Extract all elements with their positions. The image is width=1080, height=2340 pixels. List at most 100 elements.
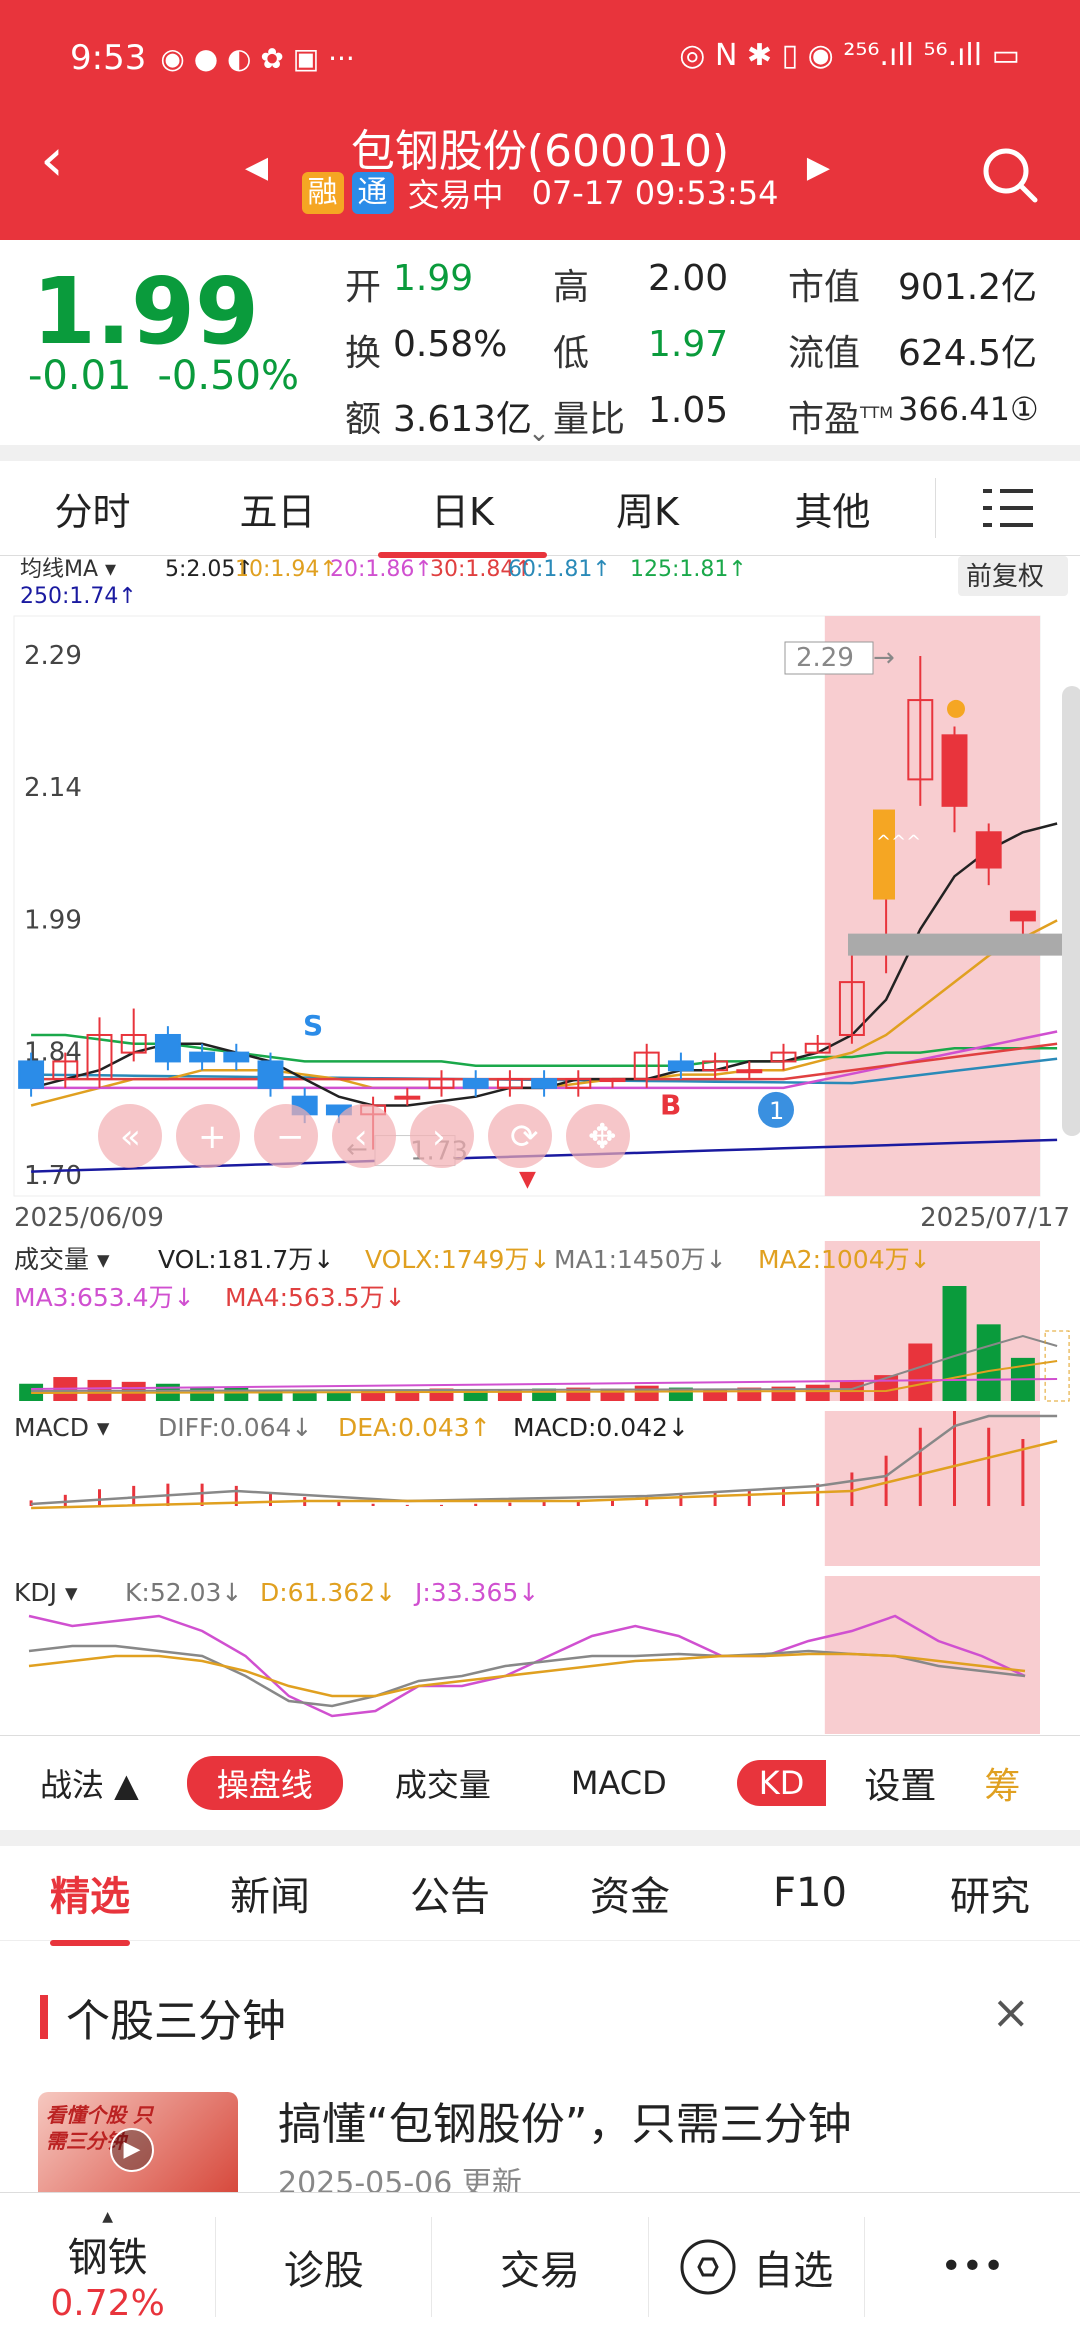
- candle-body: [770, 1051, 797, 1063]
- kline-chart-area[interactable]: 均线MA ▾ 5:2.05↑ 10:1.94↑ 20:1.86↑ 30:1.84↑ 60:…: [0, 556, 1080, 1736]
- move-icon[interactable]: [566, 1104, 630, 1168]
- zoom-out-icon[interactable]: [254, 1104, 318, 1168]
- zoom-in-icon[interactable]: [176, 1104, 240, 1168]
- volume-ratio-value: 1.05: [648, 390, 729, 431]
- signal-arrows-marker: [873, 809, 895, 900]
- chips-button[interactable]: 筹: [984, 1766, 1021, 1807]
- watchlist-button[interactable]: 自选: [649, 2216, 865, 2317]
- rewind-icon[interactable]: [98, 1104, 162, 1168]
- current-price: 1.99: [32, 258, 259, 365]
- ma-legend-item: 5:2.05↑: [165, 557, 254, 582]
- search-icon[interactable]: [980, 145, 1040, 205]
- volume-bar: [771, 1386, 796, 1401]
- date-start: 2025/06/09: [14, 1203, 164, 1233]
- separator: [0, 1830, 1080, 1846]
- macd-title: MACD ▾: [14, 1413, 110, 1442]
- tab-daily-k[interactable]: 日K: [370, 481, 555, 558]
- margin-tag: 融: [301, 172, 344, 214]
- pe-ttm-sup: TTM: [860, 403, 894, 422]
- volume-bar: [463, 1389, 488, 1401]
- low-label: 低: [553, 333, 590, 374]
- tab-funds[interactable]: 资金: [590, 1874, 670, 1920]
- kd-indicator-button[interactable]: KD: [736, 1760, 827, 1806]
- down-arrow-icon: ▼: [519, 1167, 536, 1192]
- open-value: 1.99: [393, 258, 474, 299]
- system-status-icons: ◎ N ✱ ▯ ◉ ²⁵⁶.ıll ⁵⁶.ıll ▭: [679, 38, 1020, 73]
- signal-arrows-text: ^^^: [876, 832, 921, 853]
- kdj-legend-item: D:61.362↓: [260, 1578, 396, 1607]
- expand-chevron-icon[interactable]: ⌄: [528, 418, 550, 448]
- volume-bar: [805, 1384, 830, 1401]
- kline-chart-svg[interactable]: 均线MA ▾ 5:2.05↑10:1.94↑20:1.86↑30:1.84↑60:…: [0, 556, 1080, 1736]
- trade-button[interactable]: 交易: [432, 2216, 649, 2317]
- macd-legend-item: DIFF:0.064↓: [158, 1413, 312, 1442]
- volume-bar: [190, 1386, 215, 1401]
- caopan-line-button[interactable]: 操盘线: [186, 1756, 343, 1810]
- article-title[interactable]: 搞懂“包钢股份”，只需三分钟: [278, 2099, 852, 2150]
- volume-bar: [976, 1324, 1001, 1401]
- candle-body: [907, 699, 934, 781]
- turnover-label: 换: [345, 333, 382, 374]
- candle-body: [804, 1042, 831, 1054]
- amount-value: 3.613亿: [393, 399, 533, 440]
- candle-body: [565, 1078, 592, 1089]
- prev-icon[interactable]: [332, 1104, 396, 1168]
- volume-bar: [361, 1390, 386, 1401]
- side-drawer-handle[interactable]: [1062, 686, 1080, 1136]
- tab-intraday[interactable]: 分时: [54, 489, 131, 534]
- sector-percent: 0.72%: [50, 2283, 165, 2324]
- tab-announcements[interactable]: 公告: [410, 1874, 490, 1920]
- pe-value[interactable]: 366.41①: [898, 390, 1039, 428]
- strategy-button[interactable]: 战法 ▲: [40, 1766, 139, 1804]
- status-time: 9:53: [70, 38, 147, 78]
- turnover-value: 0.58%: [393, 324, 508, 365]
- ma-legend-item: 125:1.81↑: [630, 557, 747, 582]
- prev-stock-icon[interactable]: ◀: [245, 150, 269, 185]
- amount-label: 额: [345, 399, 382, 440]
- ma-legend-item: 60:1.81↑: [508, 557, 611, 582]
- settings-button[interactable]: 设置: [864, 1766, 937, 1807]
- tab-research[interactable]: 研究: [950, 1874, 1030, 1920]
- low-value: 1.97: [648, 324, 729, 365]
- list-settings-icon[interactable]: [978, 483, 1038, 533]
- diagnose-button[interactable]: 诊股: [216, 2216, 433, 2317]
- macd-dea-line: [31, 1439, 1058, 1510]
- macd-diff-line: [31, 1414, 1058, 1506]
- more-button[interactable]: •••: [940, 2246, 1005, 2287]
- tab-other[interactable]: 其他: [794, 489, 871, 534]
- macd-indicator-button[interactable]: MACD: [570, 1764, 667, 1802]
- tab-f10[interactable]: F10: [773, 1870, 847, 1916]
- rotate-icon[interactable]: [488, 1104, 552, 1168]
- next-icon[interactable]: [410, 1104, 474, 1168]
- candle-body: [189, 1051, 216, 1063]
- candle-body: [599, 1078, 626, 1083]
- kdj-line: [28, 1614, 1026, 1718]
- price-change: -0.01 -0.50%: [28, 353, 299, 399]
- kdj-legend-item: K:52.03↓: [125, 1578, 242, 1607]
- stock-title: 包钢股份(600010): [350, 126, 730, 177]
- sector-button[interactable]: ▲ 钢铁 0.72%: [0, 2209, 217, 2324]
- volume-bar: [395, 1389, 420, 1401]
- candle-body: [223, 1051, 250, 1063]
- next-icon-glyph: ›: [432, 1117, 446, 1157]
- section-title: 个股三分钟: [40, 1985, 286, 2049]
- stock-subtitle: 融 通 交易中 07-17 09:53:54: [0, 170, 1080, 216]
- close-icon[interactable]: ×: [991, 1985, 1030, 2039]
- volume-legend-item: VOL:181.7万↓: [158, 1245, 334, 1274]
- volume-indicator-button[interactable]: 成交量: [394, 1766, 491, 1804]
- article-thumbnail[interactable]: 看懂个股 只需三分钟 ▶: [38, 2092, 238, 2202]
- candle-body: [838, 981, 865, 1036]
- volume-bar: [634, 1385, 659, 1401]
- tab-featured[interactable]: 精选: [0, 1864, 180, 1946]
- tab-news[interactable]: 新闻: [230, 1874, 310, 1920]
- tab-5day[interactable]: 五日: [239, 489, 316, 534]
- volume-bar: [908, 1343, 933, 1401]
- next-stock-icon[interactable]: ▶: [806, 150, 830, 185]
- tab-weekly-k[interactable]: 周K: [616, 489, 679, 534]
- high-label: 高: [553, 267, 590, 308]
- tab-divider: [935, 478, 936, 538]
- quote-datetime: 07-17 09:53:54: [531, 174, 779, 212]
- volume-bar: [258, 1389, 283, 1401]
- ma-legend-item: 30:1.84↑: [430, 557, 533, 582]
- max-arrow-icon: →: [873, 643, 895, 673]
